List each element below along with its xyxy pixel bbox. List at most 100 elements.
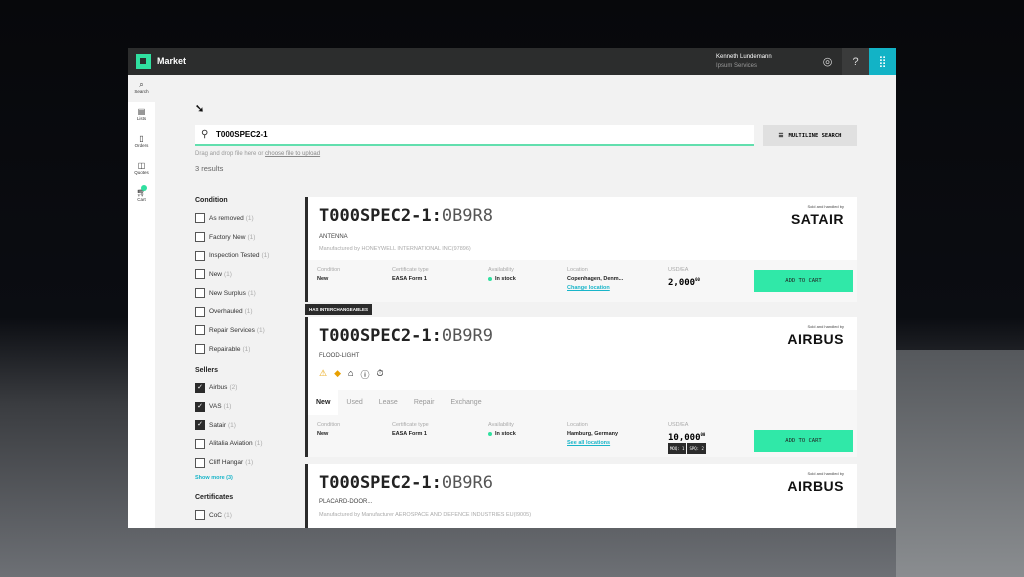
tab-used[interactable]: Used xyxy=(346,399,363,406)
tab-exchange[interactable]: Exchange xyxy=(450,399,482,406)
tab-new[interactable]: New xyxy=(308,390,339,415)
search-icon: ⚲ xyxy=(201,129,209,140)
filter-option[interactable]: ✓ VAS (1) xyxy=(195,397,305,416)
filter-option[interactable]: Overhauled (1) xyxy=(195,302,305,321)
filter-count: (2) xyxy=(229,384,238,392)
part-number[interactable]: T000SPEC2-1:0B9R9 xyxy=(319,326,493,346)
filter-count: (1) xyxy=(244,308,253,316)
checkbox[interactable] xyxy=(195,213,205,224)
sidebar-item-quotes[interactable]: ◫ Quotes xyxy=(128,156,155,183)
filter-count: (1) xyxy=(224,270,232,278)
checkbox[interactable] xyxy=(195,325,205,336)
info-icon[interactable]: ⓘ xyxy=(360,370,370,380)
help-icon[interactable]: ? xyxy=(842,48,869,75)
sidebar-item-lists[interactable]: ▤ Lists xyxy=(128,102,155,129)
apps-grid-icon[interactable]: ⣿ xyxy=(869,48,896,75)
result-card: T000SPEC2-1:0B9R6 PLACARD-DOOR... Manufa… xyxy=(305,464,857,528)
part-number[interactable]: T000SPEC2-1:0B9R6 xyxy=(319,473,493,493)
search-icon: ⌕ xyxy=(139,80,144,89)
checkbox[interactable] xyxy=(195,510,205,521)
filter-option[interactable]: Repairable (1) xyxy=(195,340,305,359)
part-number-main: T000SPEC2-1: xyxy=(319,326,442,346)
checkbox[interactable] xyxy=(195,438,205,449)
availability-label: Availability xyxy=(488,267,514,273)
filter-label: Alitalia Aviation xyxy=(209,440,253,448)
filter-option[interactable]: Repair Services (1) xyxy=(195,321,305,340)
orders-icon: ▯ xyxy=(139,134,144,143)
filter-option[interactable]: Inspection Tested (1) xyxy=(195,246,305,265)
filter-label: Overhauled xyxy=(209,308,243,316)
filter-label: New Surplus xyxy=(209,289,246,297)
checkbox[interactable]: ✓ xyxy=(195,401,205,412)
filter-option[interactable]: Cliff Hangar (1) xyxy=(195,453,305,472)
tab-repair[interactable]: Repair xyxy=(413,399,435,406)
checkbox[interactable] xyxy=(195,306,205,317)
filter-count: (1) xyxy=(247,233,256,241)
change-location-link[interactable]: Change location xyxy=(567,285,610,291)
manufacturer: Manufactured by HONEYWELL INTERNATIONAL … xyxy=(319,246,471,252)
flammable-icon[interactable]: ◆ xyxy=(334,368,341,378)
add-to-cart-button[interactable]: ADD TO CART xyxy=(754,270,853,292)
user-info[interactable]: Kenneth Lundemann Ipsum Services xyxy=(716,53,772,71)
sidebar-item-search[interactable]: ⌕ Search xyxy=(128,75,155,102)
sold-by-label: Sold and handled by xyxy=(807,324,844,329)
checkbox[interactable] xyxy=(195,269,205,280)
part-number-main: T000SPEC2-1: xyxy=(319,206,442,226)
filter-count: (1) xyxy=(261,252,270,260)
checkbox[interactable] xyxy=(195,288,205,299)
sidebar-item-orders[interactable]: ▯ Orders xyxy=(128,129,155,156)
offer-tabs: New Used Lease Repair Exchange xyxy=(308,390,857,415)
sidebar-label: Search xyxy=(134,89,149,94)
in-stock-indicator xyxy=(488,276,492,281)
search-value: T000SPEC2-1 xyxy=(216,130,268,139)
warning-icon[interactable]: ⚠ xyxy=(319,368,328,378)
filter-option[interactable]: ✓ Airbus (2) xyxy=(195,379,305,398)
checkbox[interactable]: ✓ xyxy=(195,382,205,393)
search-input[interactable]: ⚲ T000SPEC2-1 xyxy=(195,125,754,146)
sidebar-label: Orders xyxy=(134,143,149,148)
filter-option[interactable]: New (1) xyxy=(195,265,305,284)
location-value: Hamburg, Germany xyxy=(567,431,619,437)
condition-value: New xyxy=(317,276,329,282)
shelf-life-icon[interactable]: ⏱ xyxy=(376,368,384,378)
checkbox[interactable] xyxy=(195,250,205,261)
checkbox[interactable]: ✓ xyxy=(195,420,205,431)
sidebar-item-cart[interactable]: 🛒︎ Cart xyxy=(128,183,155,210)
results-count: 3 results xyxy=(195,164,224,173)
add-to-cart-button[interactable]: ADD TO CART xyxy=(754,430,853,452)
filter-option[interactable]: Factory New (1) xyxy=(195,228,305,247)
list-icon: ▤ xyxy=(137,107,146,116)
filter-condition-title: Condition xyxy=(195,197,228,204)
certificate-value: EASA Form 1 xyxy=(392,276,427,282)
seller-logo: SATAIR xyxy=(790,211,844,227)
drag-text: Drag and drop file here or xyxy=(195,151,264,157)
checkbox[interactable] xyxy=(195,344,205,355)
location-label: Location xyxy=(567,422,588,428)
sold-by-label: Sold and handled by xyxy=(807,204,844,209)
filter-option[interactable]: New Surplus (1) xyxy=(195,284,305,303)
filter-option[interactable]: ✓ Satair (1) xyxy=(195,416,305,435)
part-description: FLOOD-LIGHT xyxy=(319,353,360,359)
filter-option[interactable]: As removed (1) xyxy=(195,209,305,228)
cart-badge xyxy=(141,185,147,191)
availability-value: In stock xyxy=(495,276,516,282)
app-window: Market Kenneth Lundemann Ipsum Services ◎… xyxy=(128,48,896,528)
interchangeables-badge: HAS INTERCHANGEABLES xyxy=(305,304,373,315)
choose-file-link[interactable]: choose file to upload xyxy=(265,151,321,157)
market-logo-icon[interactable] xyxy=(136,54,151,69)
part-number[interactable]: T000SPEC2-1:0B9R8 xyxy=(319,206,493,226)
price-cents: 00 xyxy=(695,277,700,282)
account-icon[interactable]: ◎ xyxy=(822,56,833,68)
header: Market Kenneth Lundemann Ipsum Services ◎… xyxy=(128,48,896,75)
show-more-link[interactable]: Show more (3) xyxy=(195,474,233,481)
location-label: Location xyxy=(567,267,588,273)
see-all-locations-link[interactable]: See all locations xyxy=(567,440,611,446)
filter-count: (1) xyxy=(254,440,263,448)
tab-lease[interactable]: Lease xyxy=(378,399,398,406)
checkbox[interactable] xyxy=(195,457,205,468)
filter-option[interactable]: CoC (1) xyxy=(195,506,305,525)
multiline-search-button[interactable]: ☰ MULTILINE SEARCH xyxy=(763,125,857,146)
battery-icon[interactable]: ⌂ xyxy=(348,368,354,378)
checkbox[interactable] xyxy=(195,232,205,243)
filter-option[interactable]: Alitalia Aviation (1) xyxy=(195,435,305,454)
